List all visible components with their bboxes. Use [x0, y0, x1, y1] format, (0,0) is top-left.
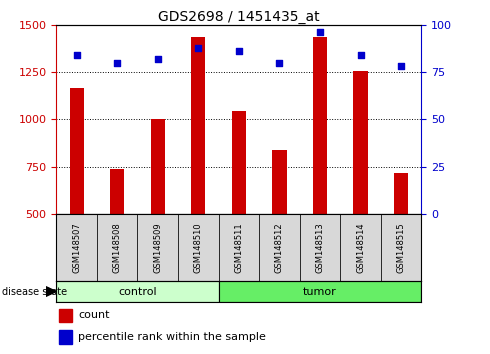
Point [316, 29, 324, 35]
Text: GSM148507: GSM148507 [72, 222, 81, 273]
Text: GSM148512: GSM148512 [275, 222, 284, 273]
Bar [313, 37, 327, 214]
Polygon shape [46, 286, 56, 297]
Bar [219, 281, 421, 302]
Bar [219, 214, 259, 281]
Text: percentile rank within the sample: percentile rank within the sample [78, 332, 266, 342]
Bar [259, 214, 300, 281]
Bar [138, 214, 178, 281]
Text: GSM148515: GSM148515 [396, 222, 406, 273]
Bar [381, 214, 421, 281]
Text: disease state: disease state [2, 286, 68, 297]
Bar [178, 214, 219, 281]
Point [73, 52, 80, 58]
Bar [394, 173, 408, 214]
Point [397, 64, 405, 69]
Text: GSM148513: GSM148513 [316, 222, 324, 273]
Bar [70, 88, 84, 214]
Text: GSM148509: GSM148509 [153, 222, 162, 273]
Text: control: control [118, 286, 157, 297]
Bar [56, 214, 97, 281]
Bar [150, 119, 165, 214]
Bar [59, 309, 72, 322]
Text: count: count [78, 310, 110, 320]
Text: GSM148514: GSM148514 [356, 222, 365, 273]
Bar [353, 71, 368, 214]
Bar [56, 281, 219, 302]
Text: GSM148508: GSM148508 [113, 222, 122, 273]
Bar [272, 150, 287, 214]
Bar [340, 214, 381, 281]
Point [235, 48, 243, 54]
Bar [97, 214, 138, 281]
Point [275, 60, 283, 65]
Text: tumor: tumor [303, 286, 337, 297]
Bar [59, 330, 72, 343]
Text: GSM148511: GSM148511 [234, 222, 244, 273]
Point [357, 52, 365, 58]
Point [154, 56, 162, 62]
Title: GDS2698 / 1451435_at: GDS2698 / 1451435_at [158, 10, 319, 24]
Text: GSM148510: GSM148510 [194, 222, 203, 273]
Point [195, 45, 202, 50]
Point [113, 60, 121, 65]
Bar [191, 37, 205, 214]
Bar [110, 169, 124, 214]
Bar [232, 111, 246, 214]
Bar [300, 214, 340, 281]
